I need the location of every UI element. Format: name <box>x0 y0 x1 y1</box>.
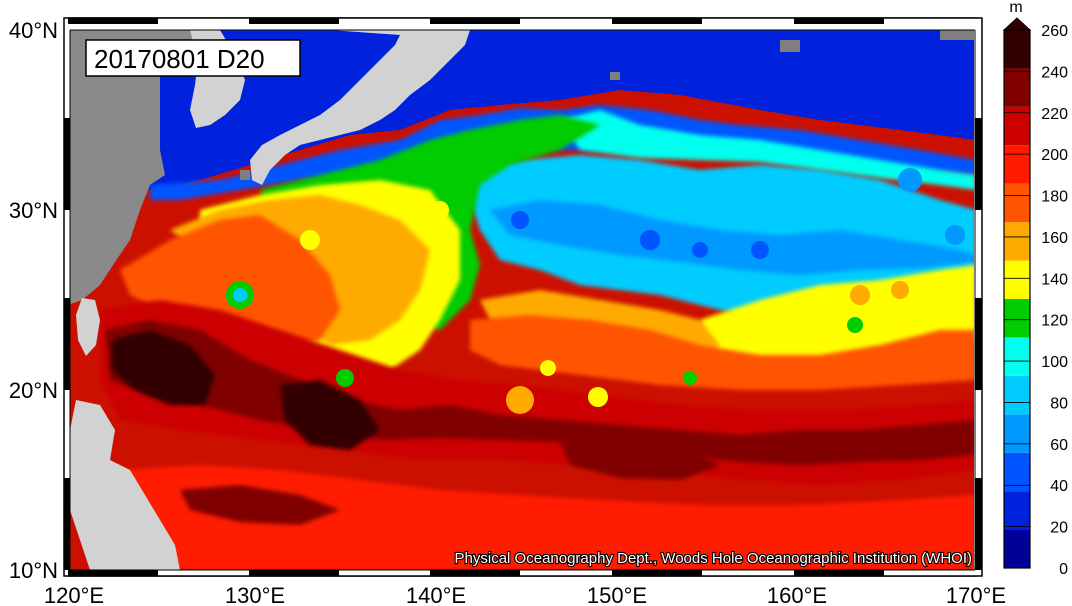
colorbar-swatch <box>1004 145 1030 184</box>
colorbar-swatch <box>1004 491 1030 530</box>
colorbar-tick-label: 120 <box>1041 313 1068 330</box>
colorbar-swatch <box>1004 452 1030 492</box>
colorbar-swatch <box>1004 222 1030 261</box>
colorbar-tick-label: 20 <box>1050 520 1068 537</box>
lat-tick-10: 10°N <box>9 558 58 583</box>
colorbar-tick-label: 240 <box>1041 64 1068 81</box>
lon-tick-170: 170°E <box>946 583 1006 606</box>
colorbar-tick-label: 260 <box>1041 23 1068 40</box>
colorbar-tick-label: 160 <box>1041 230 1068 247</box>
date-stamp: 20170801 D20 <box>85 39 301 77</box>
colorbar-swatch <box>1004 529 1030 568</box>
lon-tick-160: 160°E <box>767 583 827 606</box>
map-frame <box>63 17 983 577</box>
colorbar-swatch <box>1004 414 1030 453</box>
lon-tick-150: 150°E <box>587 583 647 606</box>
lat-tick-40: 40°N <box>9 18 58 43</box>
colorbar-tick-label: 60 <box>1050 437 1068 454</box>
lon-tick-120: 120°E <box>44 583 104 606</box>
colorbar-tick-label: 0 <box>1059 561 1068 578</box>
colorbar-max-arrow <box>1002 17 1032 31</box>
date-label: 20170801 D20 <box>94 44 265 74</box>
colorbar-tick-label: 80 <box>1050 395 1068 412</box>
colorbar-tick-label: 220 <box>1041 106 1068 123</box>
colorbar-tick-label: 40 <box>1050 478 1068 495</box>
colorbar-swatch <box>1004 30 1030 69</box>
lat-tick-30: 30°N <box>9 198 58 223</box>
lon-tick-130: 130°E <box>225 583 285 606</box>
colorbar-tick-label: 200 <box>1041 147 1068 164</box>
colorbar-swatch <box>1004 106 1030 146</box>
map-field <box>68 30 976 570</box>
lat-tick-20: 20°N <box>9 378 58 403</box>
colorbar-swatch <box>1004 68 1030 107</box>
colorbar-swatch <box>1004 260 1030 299</box>
lon-tick-140: 140°E <box>406 583 466 606</box>
colorbar-swatch <box>1004 337 1030 376</box>
credit-text: Physical Oceanography Dept., Woods Hole … <box>455 550 972 567</box>
colorbar-tick-label: 140 <box>1041 271 1068 288</box>
colorbar-swatch <box>1004 183 1030 223</box>
colorbar-swatch <box>1004 299 1030 338</box>
colorbar-swatch <box>1004 375 1030 415</box>
colorbar-tick-label: 180 <box>1041 189 1068 206</box>
colorbar-tick-label: 100 <box>1041 354 1068 371</box>
colorbar-unit: m <box>1009 0 1022 16</box>
